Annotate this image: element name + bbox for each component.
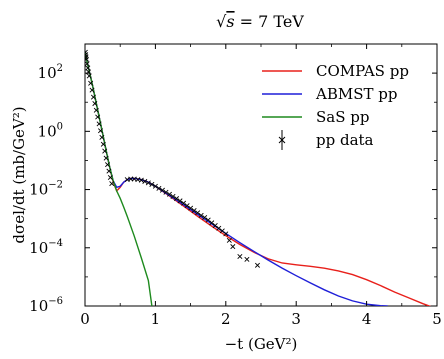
data-point: [205, 217, 211, 223]
data-point: [99, 134, 105, 140]
data-point: [244, 256, 250, 262]
data-point: [97, 128, 104, 134]
data-point: [188, 205, 194, 211]
data-point: [85, 61, 90, 67]
data-point: [198, 212, 204, 218]
legend-label: COMPAS pp: [316, 62, 409, 80]
x-tick-label: 5: [432, 310, 442, 328]
data-point: [107, 174, 113, 180]
data-point: [85, 56, 89, 62]
data-point: [170, 193, 176, 199]
data-point: [202, 214, 208, 220]
data-point: [216, 225, 222, 231]
series-sas-pp-line: [85, 52, 153, 306]
data-point: [163, 189, 169, 195]
plot-area: [84, 43, 438, 307]
legend-item-sas-pp: SaS pp: [262, 108, 369, 126]
legend: COMPAS pp ABMST pp SaS pp pp data: [262, 62, 409, 150]
data-point: [230, 244, 236, 250]
y-axis-label: dσel/dt (mb/GeV²): [10, 106, 28, 243]
data-point: [89, 87, 95, 93]
legend-item-abmst-pp: ABMST pp: [262, 85, 397, 103]
x-tick-label: 1: [151, 310, 161, 328]
data-point: [138, 177, 144, 183]
title-sqrt: √: [216, 12, 227, 31]
data-point: [102, 148, 108, 154]
data-point: [191, 208, 197, 214]
data-point: [254, 262, 260, 268]
x-axis: 0 1 2 3 4 5: [80, 44, 442, 328]
data-point: [88, 80, 94, 86]
data-point: [237, 254, 243, 260]
x-tick-label: 4: [362, 310, 372, 328]
legend-label: ABMST pp: [315, 85, 397, 103]
data-point: [212, 223, 218, 229]
title-s: s: [226, 12, 234, 31]
data-point: [95, 114, 101, 120]
legend-label: pp data: [316, 131, 374, 149]
data-point: [223, 231, 229, 237]
x-tick-label: 3: [291, 310, 301, 328]
data-point: [100, 141, 106, 147]
data-point: [145, 180, 151, 186]
data-point: [96, 121, 102, 127]
data-point: [106, 168, 112, 174]
data-point: [152, 183, 158, 189]
x-tick-label: 0: [80, 310, 90, 328]
data-point: [184, 203, 190, 209]
data-point: [85, 65, 91, 71]
data-point: [103, 155, 109, 161]
data-point: [195, 210, 201, 216]
data-point: [177, 198, 183, 204]
y-tick-label: 10−6: [29, 296, 63, 315]
data-point: [166, 191, 172, 197]
legend-item-pp-data: pp data: [278, 130, 374, 150]
legend-item-compas-pp: COMPAS pp: [262, 62, 409, 80]
data-point: [92, 101, 98, 107]
data-point: [149, 181, 155, 187]
data-point: [109, 181, 115, 187]
legend-marker: [278, 136, 286, 144]
data-point: [86, 73, 92, 79]
data-point: [226, 237, 232, 243]
data-point: [159, 187, 165, 193]
data-point: [156, 185, 162, 191]
data-point: [93, 107, 99, 113]
data-point: [209, 220, 215, 226]
data-point: [90, 94, 96, 100]
x-tick-label: 2: [221, 310, 231, 328]
data-point: [174, 196, 180, 202]
legend-label: SaS pp: [316, 108, 369, 126]
data-point: [142, 178, 148, 184]
y-tick-label: 10−2: [29, 180, 63, 199]
data-point: [181, 200, 187, 206]
data-point: [105, 162, 111, 168]
y-tick-label: 100: [38, 121, 63, 140]
x-axis-label: −t (GeV²): [225, 335, 298, 353]
y-tick-label: 10−4: [29, 238, 63, 257]
series-layer: [85, 49, 432, 306]
y-tick-label: 102: [38, 63, 63, 82]
y-axis: 10−6 10−4 10−2 100 102: [29, 43, 437, 315]
title-rest: = 7 TeV: [235, 12, 305, 31]
chart-title: √s = 7 TeV: [216, 12, 304, 31]
